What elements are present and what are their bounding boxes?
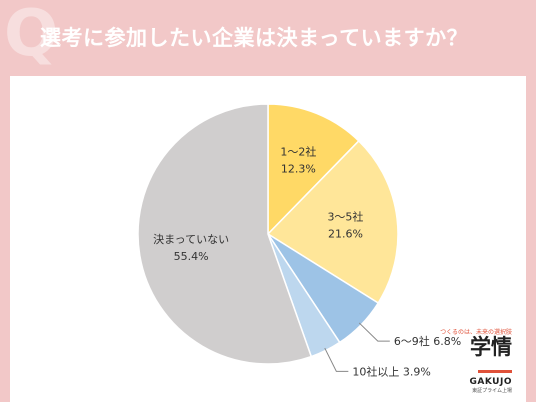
leader-line-2 — [358, 322, 390, 342]
slice-label-4: 決まっていない — [153, 233, 229, 246]
chart-panel: 1～2社 12.3% 3～5社 21.6% 6～9社 6.8% 10社以上 3.9% 決まっ… — [10, 76, 526, 402]
slice-label-3: 10社以上 3.9% — [352, 364, 430, 378]
slice-value-4: 55.4% — [174, 250, 209, 263]
q-mark: Q — [4, 0, 59, 71]
pie-slice-0 — [267, 103, 360, 236]
pie-slice-1 — [266, 139, 399, 304]
logo-foot: 東証プライム上場 — [472, 388, 512, 394]
logo-tagline: つくるのは、未来の選択肢 — [440, 328, 512, 336]
page-title: 選考に参加したい企業は決まっていますか？ — [40, 26, 469, 50]
logo-bar — [478, 370, 512, 373]
logo-main: 学情 — [470, 334, 512, 359]
slice-label-1: 3～5社 — [327, 210, 363, 224]
pie-slice-4 — [137, 103, 313, 365]
pie-chart: 1～2社 12.3% 3～5社 21.6% 6～9社 6.8% 10社以上 3.9% 決まっ… — [137, 103, 461, 378]
logo-sub: GAKUJO — [469, 377, 512, 387]
leader-line-3 — [324, 347, 349, 372]
gakujo-logo: つくるのは、未来の選択肢 学情 GAKUJO 東証プライム上場 — [402, 327, 512, 394]
slice-label-2: 6～9社 6.8% — [394, 334, 461, 348]
slice-label-0: 1～2社 — [280, 144, 316, 158]
slice-value-1: 21.6% — [328, 228, 363, 241]
slice-value-0: 12.3% — [281, 162, 316, 175]
